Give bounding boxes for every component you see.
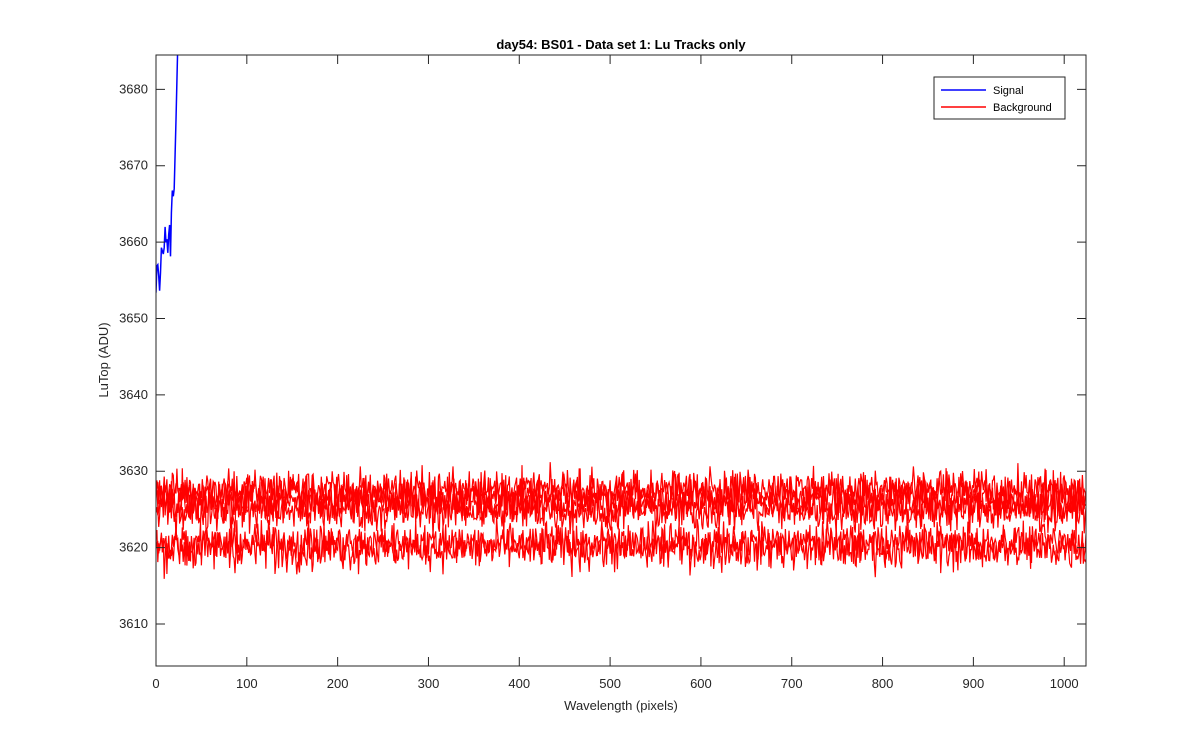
x-tick-label: 500	[599, 676, 621, 691]
legend-label-background: Background	[993, 102, 1052, 114]
signal-series-line	[156, 55, 179, 293]
legend-box	[933, 76, 1066, 120]
x-tick-label: 600	[690, 676, 712, 691]
x-tick-label: 400	[508, 676, 530, 691]
x-tick-label: 200	[327, 676, 349, 691]
x-tick-label: 300	[418, 676, 440, 691]
legend-label-signal: Signal	[993, 85, 1024, 97]
x-tick-label: 800	[872, 676, 894, 691]
y-tick-label: 3680	[119, 81, 148, 96]
x-tick-label: 100	[236, 676, 258, 691]
plot-area	[156, 55, 1086, 666]
x-tick-label: 1000	[1050, 676, 1079, 691]
x-tick-label: 700	[781, 676, 803, 691]
background-series-line	[156, 476, 1086, 530]
y-tick-label: 3630	[119, 463, 148, 478]
x-axis-label: Wavelength (pixels)	[564, 698, 678, 713]
legend: Signal Background	[933, 76, 1066, 120]
y-tick-label: 3640	[119, 387, 148, 402]
x-tick-label: 0	[152, 676, 159, 691]
background-series-line	[156, 516, 1086, 579]
x-tick-label: 900	[963, 676, 985, 691]
y-tick-label: 3620	[119, 540, 148, 555]
axes-box	[155, 54, 1087, 667]
background-series-line	[156, 517, 1086, 569]
chart-title: day54: BS01 - Data set 1: Lu Tracks only	[496, 37, 746, 52]
y-tick-label: 3610	[119, 616, 148, 631]
y-axis-label: LuTop (ADU)	[96, 322, 111, 397]
series-layer	[156, 55, 1086, 579]
ticks-layer: 0 100 200 300 400 500 600 700 800 900 1000 3610 3620…	[119, 55, 1086, 691]
y-tick-label: 3660	[119, 234, 148, 249]
y-tick-label: 3650	[119, 310, 148, 325]
y-tick-label: 3670	[119, 158, 148, 173]
